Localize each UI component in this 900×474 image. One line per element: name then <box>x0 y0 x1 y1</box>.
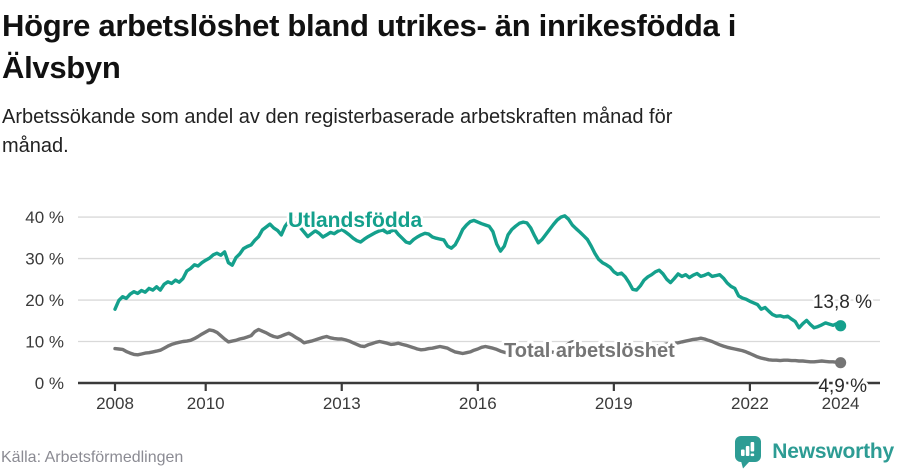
x-axis-tick-label: 2024 <box>822 394 860 413</box>
newsworthy-icon <box>735 436 762 469</box>
y-axis-tick-label: 30 % <box>25 250 64 269</box>
page-subtitle: Arbetssökande som andel av den registerb… <box>2 103 672 161</box>
series-label-utlandsfodda: Utlandsfödda <box>288 209 422 232</box>
series-end-value-label: 4,9 % <box>818 376 867 397</box>
series-end-dot <box>835 357 847 369</box>
x-axis-tick-label: 2008 <box>96 394 134 413</box>
newsworthy-logo: Newsworthy <box>734 435 894 469</box>
y-axis-tick-label: 0 % <box>35 374 64 393</box>
series-end-dot <box>835 320 847 332</box>
series-line-total <box>113 327 843 365</box>
page-subtitle-line2: månad. <box>2 135 69 157</box>
y-axis-tick-label: 20 % <box>25 291 64 310</box>
page-subtitle-line1: Arbetssökande som andel av den registerb… <box>2 106 673 128</box>
page-title-line2: Älvsbyn <box>2 50 121 85</box>
x-axis-tick-label: 2019 <box>595 394 633 413</box>
label-leader-tick <box>565 339 577 346</box>
x-axis-tick-label: 2010 <box>187 394 225 413</box>
y-axis-tick-label: 40 % <box>25 208 64 227</box>
line-chart-canvas: 2008 2010 2013 2016 2019 2022 2024 0 % 10 % 20 % 3… <box>25 207 880 413</box>
y-axis-tick-label: 10 % <box>25 333 64 352</box>
series-label-total: Total arbetslöshet <box>504 340 675 362</box>
x-axis-tick-label: 2013 <box>323 394 361 413</box>
page-title-line1: Högre arbetslöshet bland utrikes- än inr… <box>2 8 737 43</box>
newsworthy-wordmark: Newsworthy <box>772 440 894 463</box>
source-credit: Källa: Arbetsförmedlingen <box>1 449 184 466</box>
label-leader-tick <box>380 228 391 235</box>
x-axis-tick-label: 2016 <box>459 394 497 413</box>
page-title: Högre arbetslöshet bland utrikes- än inr… <box>2 5 736 89</box>
series-line-utlandsfodda <box>113 214 843 330</box>
series-end-value-label: 13,8 % <box>813 292 872 313</box>
line-chart: 2008 2010 2013 2016 2019 2022 2024 0 % 10 % 20 % 3… <box>0 190 900 430</box>
x-axis-tick-label: 2022 <box>731 394 769 413</box>
